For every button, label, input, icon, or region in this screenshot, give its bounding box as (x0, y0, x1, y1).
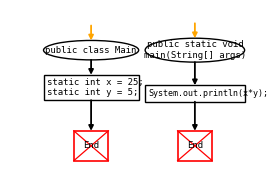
Bar (44, 75, 139, 100)
Text: public class Main: public class Main (45, 46, 137, 55)
Ellipse shape (44, 41, 139, 60)
Text: End: End (83, 141, 99, 150)
Bar (145, 85, 245, 102)
Text: System.out.println(x*y);: System.out.println(x*y); (148, 89, 268, 98)
Bar (74, 131, 108, 161)
Bar (178, 131, 212, 161)
Text: public static void
main(String[] args): public static void main(String[] args) (144, 41, 246, 60)
Text: End: End (187, 141, 203, 150)
Ellipse shape (145, 38, 245, 62)
Text: static int x = 25;
static int y = 5;: static int x = 25; static int y = 5; (47, 78, 143, 97)
